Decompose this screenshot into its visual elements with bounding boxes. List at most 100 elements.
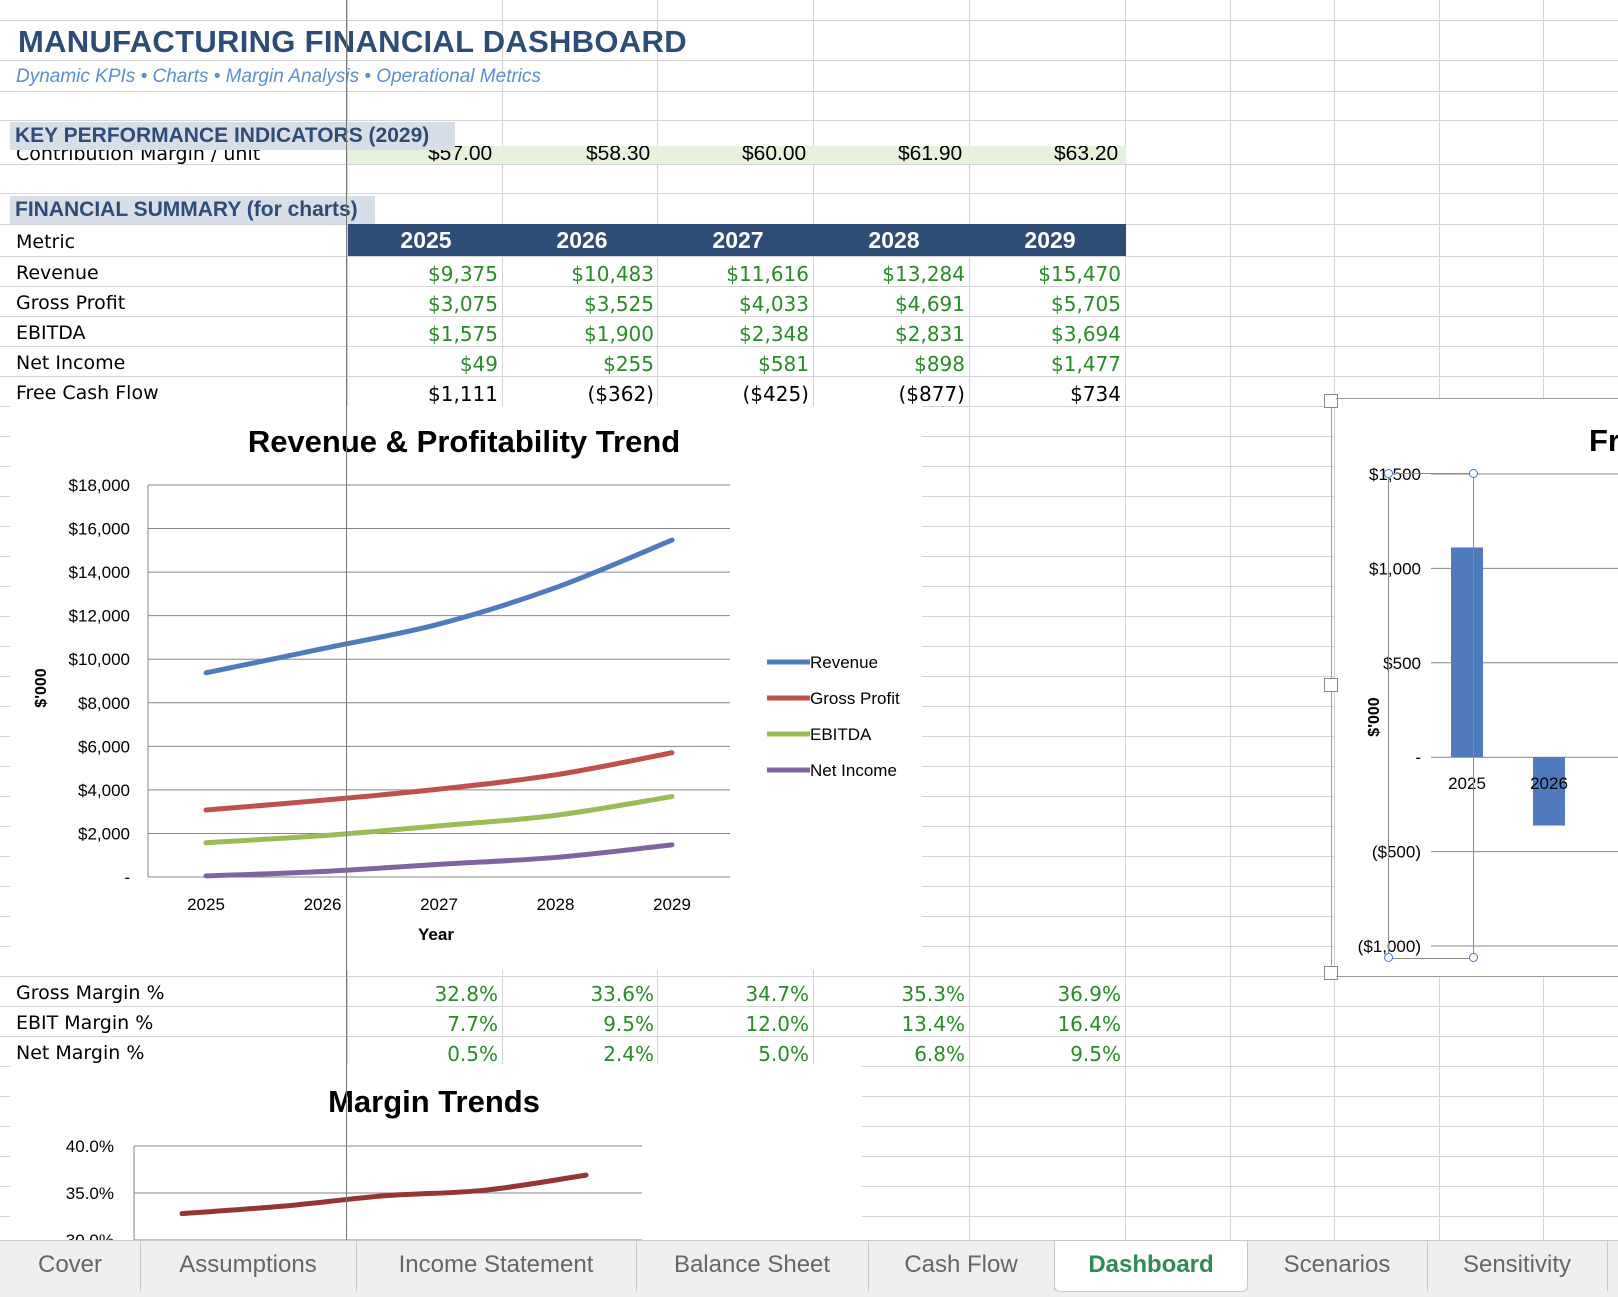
margin-trends-chart[interactable]: Margin Trends 40.0% 35.0% 30.0% [10, 1064, 862, 1240]
kpi-section-header: KEY PERFORMANCE INDICATORS (2029) [10, 122, 455, 150]
margin-cell[interactable]: 6.8% [914, 1042, 965, 1066]
revenue-trend-chart-svg: Revenue & Profitability Trend Year $'000… [33, 424, 900, 944]
summary-cell[interactable]: ($877) [898, 382, 965, 406]
summary-cell[interactable]: $1,111 [428, 382, 498, 406]
free-cash-flow-chart[interactable]: Fr $'000 ($1,000) ($500) - $500 $1,000 $1,500… [1334, 398, 1618, 977]
summary-row-label: EBITDA [16, 322, 86, 344]
resize-handle[interactable] [1324, 678, 1338, 692]
year-header: 2029 [1024, 227, 1076, 253]
summary-cell[interactable]: $3,525 [584, 292, 654, 316]
tab-dashboard[interactable]: Dashboard [1054, 1241, 1248, 1292]
y-tick-label: $8,000 [78, 694, 130, 713]
margin-cell[interactable]: 34.7% [745, 982, 809, 1006]
summary-cell[interactable]: ($425) [742, 382, 809, 406]
summary-cell[interactable]: $5,705 [1051, 292, 1121, 316]
margin-cell[interactable]: 0.5% [447, 1042, 498, 1066]
year-header: 2026 [556, 227, 608, 253]
summary-cell[interactable]: $11,616 [726, 262, 809, 286]
bar[interactable] [1533, 757, 1565, 826]
series-line-ebitda[interactable] [203, 794, 675, 846]
year-header: 2027 [712, 227, 764, 253]
revenue-trend-chart[interactable]: Revenue & Profitability Trend Year $'000… [10, 406, 922, 970]
margin-cell[interactable]: 9.5% [1070, 1042, 1121, 1066]
summary-cell[interactable]: $3,694 [1051, 322, 1121, 346]
margin-cell[interactable]: 12.0% [745, 1012, 809, 1036]
year-header: 2025 [400, 227, 452, 253]
summary-cell[interactable]: $3,075 [428, 292, 498, 316]
bar[interactable] [1451, 547, 1483, 758]
y-tick-label: - [124, 868, 130, 887]
summary-cell[interactable]: $2,348 [739, 322, 809, 346]
plot-area-handle[interactable] [1469, 953, 1478, 962]
y-tick-label: $1,500 [1369, 465, 1421, 484]
plot-area-selection[interactable] [1388, 473, 1474, 959]
summary-cell[interactable]: $898 [914, 352, 965, 376]
kpi-value: $58.30 [586, 146, 651, 164]
summary-cell[interactable]: ($362) [587, 382, 654, 406]
plot-area-handle[interactable] [1384, 469, 1393, 478]
tab-income-statement[interactable]: Income Statement [356, 1241, 637, 1291]
summary-row-label: Net Income [16, 352, 126, 374]
margin-cell[interactable]: 32.8% [434, 982, 498, 1006]
x-tick-label: 2026 [304, 895, 342, 914]
sheet-tab-bar: Cover Assumptions Income Statement Balan… [0, 1240, 1618, 1297]
summary-cell[interactable]: $255 [603, 352, 654, 376]
summary-cell[interactable]: $15,470 [1038, 262, 1121, 286]
summary-cell[interactable]: $734 [1070, 382, 1121, 406]
chart-selection-frame [1336, 398, 1618, 399]
summary-cell[interactable]: $581 [758, 352, 809, 376]
series-line-net-income[interactable] [203, 842, 675, 879]
chart-title: Revenue & Profitability Trend [248, 424, 680, 459]
y-tick-label: $6,000 [78, 737, 130, 756]
plot-area-handle[interactable] [1384, 953, 1393, 962]
legend-label: Net Income [810, 761, 897, 780]
chart-selection-frame [1336, 976, 1618, 977]
margin-cell[interactable]: 13.4% [901, 1012, 965, 1036]
margin-cell[interactable]: 9.5% [603, 1012, 654, 1036]
tab-balance-sheet[interactable]: Balance Sheet [636, 1241, 869, 1291]
kpi-partial-label-wrap: Contribution Margin / unit [14, 146, 344, 164]
margin-cell[interactable]: 36.9% [1057, 982, 1121, 1006]
tab-assumptions[interactable]: Assumptions [140, 1241, 357, 1291]
summary-cell[interactable]: $10,483 [571, 262, 654, 286]
summary-cell[interactable]: $1,477 [1051, 352, 1121, 376]
margin-cell[interactable]: 35.3% [901, 982, 965, 1006]
series-line-gross-margin[interactable] [179, 1172, 589, 1217]
x-tick-label: 2029 [653, 895, 691, 914]
resize-handle[interactable] [1324, 966, 1338, 980]
legend-label: Revenue [810, 653, 878, 672]
margin-cell[interactable]: 33.6% [590, 982, 654, 1006]
x-tick-label: 2028 [537, 895, 575, 914]
dashboard-title: MANUFACTURING FINANCIAL DASHBOARD [18, 24, 687, 59]
summary-cell[interactable]: $49 [459, 352, 498, 376]
summary-cell[interactable]: $4,691 [895, 292, 965, 316]
x-tick-label: 2025 [187, 895, 225, 914]
y-tick-label: 30.0% [66, 1231, 114, 1240]
summary-row-label: Gross Profit [16, 292, 126, 314]
free-cash-flow-chart-svg: Fr $'000 ($1,000) ($500) - $500 $1,000 $1,500… [1358, 423, 1618, 956]
summary-cell[interactable]: $13,284 [882, 262, 965, 286]
summary-cell[interactable]: $2,831 [895, 322, 965, 346]
summary-cell[interactable]: $1,575 [428, 322, 498, 346]
x-tick-label: 2025 [1448, 774, 1486, 793]
margin-cell[interactable]: 16.4% [1057, 1012, 1121, 1036]
summary-row-label: Revenue [16, 262, 99, 284]
series-line-gross-profit[interactable] [203, 750, 675, 813]
margin-cell[interactable]: 7.7% [447, 1012, 498, 1036]
summary-cell[interactable]: $4,033 [739, 292, 809, 316]
tab-scenarios[interactable]: Scenarios [1247, 1241, 1428, 1291]
resize-handle[interactable] [1324, 394, 1338, 408]
margin-cell[interactable]: 2.4% [603, 1042, 654, 1066]
summary-cell[interactable]: $1,900 [584, 322, 654, 346]
tab-cover[interactable]: Cover [0, 1241, 141, 1291]
summary-cell[interactable]: $9,375 [428, 262, 498, 286]
y-tick-label: ($1,000) [1358, 937, 1421, 956]
tab-cash-flow[interactable]: Cash Flow [868, 1241, 1055, 1291]
y-tick-label: $14,000 [69, 563, 130, 582]
tab-sensitivity[interactable]: Sensitivity [1427, 1241, 1608, 1291]
margin-cell[interactable]: 5.0% [758, 1042, 809, 1066]
plot-area-handle[interactable] [1469, 469, 1478, 478]
chart-xlabel: Year [418, 925, 454, 944]
series-line-revenue[interactable] [203, 537, 675, 676]
kpi-partial-row: $57.00 $58.30 $60.00 $61.90 $63.20 [348, 146, 1126, 164]
